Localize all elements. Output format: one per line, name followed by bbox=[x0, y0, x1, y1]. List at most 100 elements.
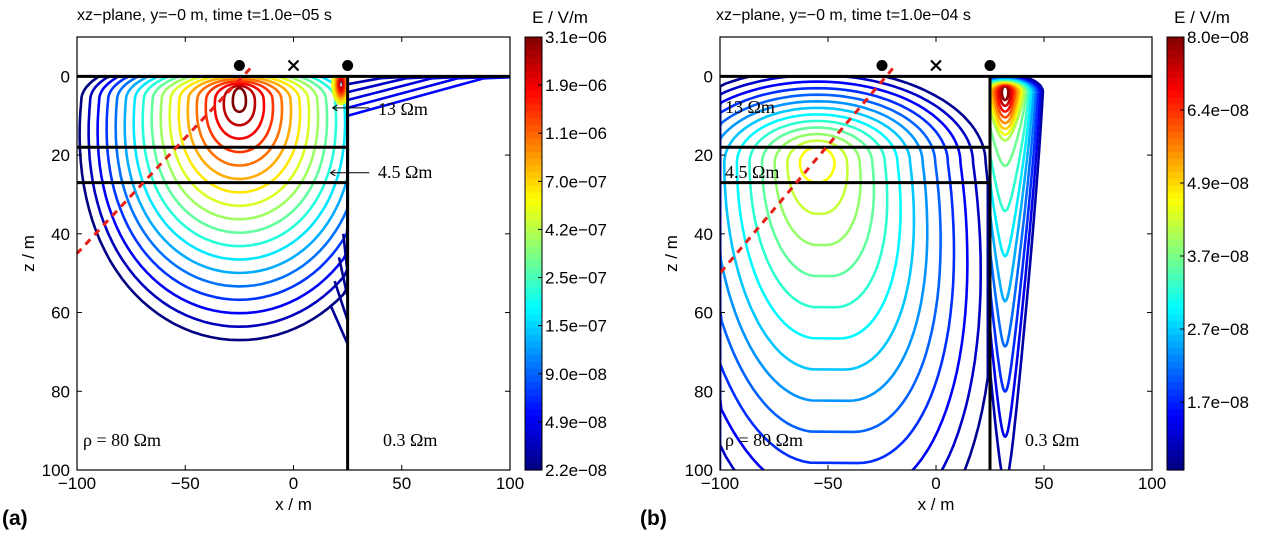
colorbar-tick-label: 9.0e−08 bbox=[545, 365, 607, 384]
colorbar-swatch bbox=[1167, 321, 1184, 329]
colorbar-swatch bbox=[1167, 219, 1184, 228]
y-tick-label: 80 bbox=[694, 382, 713, 401]
colorbar-swatch bbox=[1167, 192, 1184, 200]
colorbar-swatch bbox=[525, 382, 542, 390]
contour-line bbox=[748, 119, 889, 309]
colorbar-tick-label: 8.0e−08 bbox=[1187, 28, 1249, 47]
colorbar-swatch bbox=[525, 442, 542, 451]
colorbar-swatch bbox=[1167, 43, 1184, 52]
contour-line bbox=[186, 75, 293, 181]
contour-line bbox=[329, 304, 349, 345]
contour-line bbox=[722, 106, 916, 371]
colorbar-swatch bbox=[525, 77, 542, 85]
x-tick-label: −100 bbox=[701, 474, 739, 493]
colorbar-swatch bbox=[525, 294, 542, 302]
colorbar-swatch bbox=[1167, 111, 1184, 119]
colorbar-swatch bbox=[525, 145, 542, 153]
annotation-0-3ohm: 0.3 Ωm bbox=[383, 430, 437, 450]
electrode-marker bbox=[233, 59, 245, 71]
colorbar-swatch bbox=[525, 172, 542, 180]
colorbar-swatch bbox=[525, 449, 542, 458]
x-tick-label: 0 bbox=[931, 474, 940, 493]
colorbar-swatch bbox=[1167, 463, 1184, 471]
colorbar-swatch bbox=[525, 395, 542, 403]
colorbar-swatch bbox=[1167, 429, 1184, 437]
colorbar-swatch bbox=[1167, 260, 1184, 268]
colorbar-swatch bbox=[1167, 415, 1184, 424]
annotation-rho-80: ρ = 80 Ωm bbox=[725, 430, 803, 450]
x-tick-label: −100 bbox=[58, 474, 96, 493]
colorbar-swatch bbox=[525, 212, 542, 221]
colorbar-tick-label: 2.5e−07 bbox=[545, 269, 607, 288]
x-tick-label: 0 bbox=[289, 474, 298, 493]
colorbar-swatch bbox=[525, 422, 542, 431]
layer-boundaries bbox=[720, 74, 1152, 470]
colorbar-frame bbox=[524, 36, 543, 471]
y-tick-label: 40 bbox=[51, 225, 70, 244]
colorbar-swatch bbox=[1167, 50, 1184, 58]
colorbar-swatch bbox=[1167, 287, 1184, 295]
colorbar-swatch bbox=[1167, 104, 1184, 113]
colorbar-swatch bbox=[1167, 388, 1184, 397]
contour-line bbox=[785, 139, 849, 216]
contour-line bbox=[720, 100, 929, 403]
colorbar-swatch bbox=[1167, 131, 1184, 140]
colorbar-tick-label: 4.2e−07 bbox=[545, 220, 607, 239]
colorbar-swatch bbox=[1167, 179, 1184, 187]
colorbar-swatch bbox=[1167, 70, 1184, 79]
annotation-13ohm: 13 Ωm bbox=[725, 97, 775, 117]
colorbar-swatch bbox=[525, 118, 542, 126]
annotation-4-5ohm: 4.5 Ωm bbox=[378, 162, 432, 182]
colorbar-tick-label: 2.7e−08 bbox=[1187, 320, 1249, 339]
dashed-profile-line bbox=[718, 67, 894, 275]
colorbar-swatch bbox=[1167, 327, 1184, 336]
colorbar-tick-label: 7.0e−07 bbox=[545, 172, 607, 191]
colorbar-tick-label: 4.9e−08 bbox=[545, 413, 607, 432]
colorbar: 3.1e−06 1.9e−06 1.1e−06 7.0e−07 4.2e−07 2.5e−… bbox=[524, 8, 607, 480]
electrode-marker bbox=[984, 59, 996, 71]
y-tick-label: 60 bbox=[694, 304, 713, 323]
colorbar-swatch bbox=[1167, 314, 1184, 322]
contour-line bbox=[720, 75, 983, 470]
colorbar-swatch bbox=[1167, 158, 1184, 167]
colorbar-swatch bbox=[525, 341, 542, 349]
colorbar-swatch bbox=[1167, 145, 1184, 153]
colorbar-swatch bbox=[1167, 300, 1184, 309]
y-axis-label: z / m bbox=[19, 235, 38, 272]
colorbar-swatch bbox=[525, 415, 542, 424]
colorbar-swatch bbox=[525, 287, 542, 295]
y-tick-label: 80 bbox=[51, 382, 70, 401]
colorbar-swatch bbox=[525, 219, 542, 228]
panel-label: (b) bbox=[640, 507, 667, 530]
colorbar-swatch bbox=[525, 233, 542, 241]
colorbar-swatch bbox=[1167, 456, 1184, 464]
colorbar-swatch bbox=[525, 429, 542, 437]
colorbar-swatch bbox=[525, 456, 542, 464]
contour-line bbox=[222, 84, 257, 127]
colorbar-swatch bbox=[1167, 91, 1184, 99]
y-tick-label: 0 bbox=[704, 67, 713, 86]
contour-line bbox=[720, 86, 956, 465]
contour-line bbox=[231, 86, 248, 114]
colorbar-swatch bbox=[525, 239, 542, 248]
colorbar-swatch bbox=[1167, 368, 1184, 376]
colorbar-swatch bbox=[1167, 273, 1184, 282]
y-tick-label: 100 bbox=[685, 461, 713, 480]
colorbar-swatch bbox=[1167, 138, 1184, 146]
colorbar-swatch bbox=[1167, 37, 1184, 45]
panel-label: (a) bbox=[2, 507, 28, 530]
layer-boundaries bbox=[77, 74, 510, 470]
colorbar-swatch bbox=[525, 192, 542, 200]
colorbar-swatch bbox=[1167, 84, 1184, 92]
colorbar-swatch bbox=[525, 280, 542, 288]
contour-line bbox=[204, 79, 275, 154]
x-axis-label: x / m bbox=[275, 495, 312, 514]
colorbar-tick-label: 2.2e−08 bbox=[545, 461, 607, 480]
colorbar-swatch bbox=[1167, 152, 1184, 160]
colorbar-swatch bbox=[525, 334, 542, 343]
colorbar-swatch bbox=[1167, 375, 1184, 383]
colorbar-swatch bbox=[1167, 334, 1184, 343]
colorbar-swatch bbox=[525, 131, 542, 140]
colorbar-swatch bbox=[525, 321, 542, 329]
y-tick-label: 60 bbox=[51, 304, 70, 323]
